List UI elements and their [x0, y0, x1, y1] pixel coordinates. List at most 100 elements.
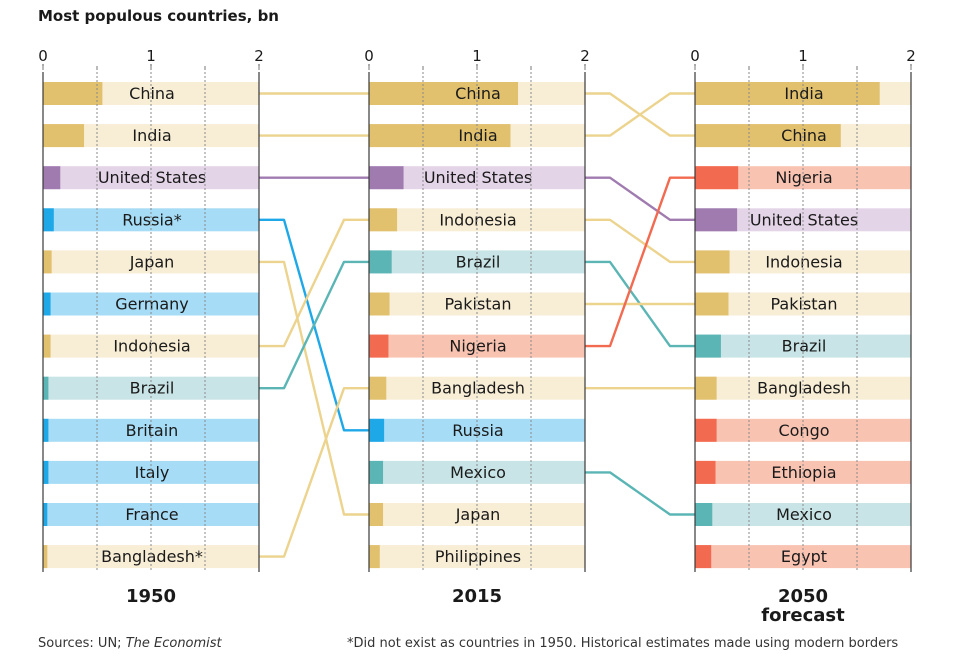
country-label-france: France — [125, 505, 178, 524]
connection-indonesia — [585, 218, 695, 264]
panel-sublabel: forecast — [761, 605, 845, 626]
country-label-indonesia: Indonesia — [113, 337, 190, 356]
connection-mexico — [585, 471, 695, 516]
bar-brazil — [43, 376, 49, 400]
bar-nigeria — [695, 166, 739, 190]
x-tick-label: 2 — [254, 47, 264, 65]
bar-india — [369, 124, 511, 148]
country-label-russia: Russia — [452, 421, 503, 440]
country-label-india: India — [784, 84, 823, 103]
bar-china — [369, 82, 519, 105]
bar-russia — [43, 208, 54, 232]
connection-brazil — [259, 260, 369, 390]
panel-2015: 0 1 2 China India United States Indonesia Brazi… — [364, 47, 590, 607]
country-label-japan: Japan — [455, 505, 501, 524]
bar-bangladesh — [695, 376, 717, 400]
x-tick-label: 1 — [798, 47, 808, 65]
bar-united-states — [695, 208, 738, 232]
bar-italy — [43, 460, 49, 484]
bar-india — [43, 124, 85, 148]
bar-united-states — [369, 166, 404, 190]
connection-indonesia — [259, 218, 369, 348]
country-label-mexico: Mexico — [450, 463, 506, 482]
country-label-mexico: Mexico — [776, 505, 832, 524]
bar-china — [695, 124, 841, 148]
bar-ethiopia — [695, 460, 716, 484]
bar-china — [43, 82, 103, 105]
country-label-nigeria: Nigeria — [775, 168, 832, 187]
x-tick-label: 0 — [690, 47, 700, 65]
country-label-indonesia: Indonesia — [439, 210, 516, 229]
country-label-egypt: Egypt — [781, 547, 827, 566]
connection-japan — [259, 260, 369, 516]
bar-bangladesh — [369, 376, 387, 400]
bar-russia — [369, 418, 385, 442]
bar-indonesia — [695, 250, 730, 274]
country-label-britain: Britain — [126, 421, 179, 440]
bar-indonesia — [369, 208, 398, 232]
sources-prefix: Sources: UN; — [38, 636, 126, 651]
bar-nigeria — [369, 334, 389, 358]
country-label-italy: Italy — [135, 463, 170, 482]
bar-india — [695, 82, 880, 105]
country-label-bangladesh: Bangladesh* — [101, 547, 203, 566]
country-label-pakistan: Pakistan — [445, 295, 512, 314]
sources-note: Sources: UN; The Economist — [38, 636, 222, 651]
bar-pakistan — [695, 292, 729, 316]
country-label-china: China — [129, 84, 175, 103]
country-label-india: India — [458, 126, 497, 145]
country-label-united-states: United States — [424, 168, 532, 187]
country-label-india: India — [132, 126, 171, 145]
bar-united-states — [43, 166, 61, 190]
x-tick-label: 1 — [146, 47, 156, 65]
footnote: *Did not exist as countries in 1950. His… — [347, 636, 899, 651]
connection-bangladesh — [259, 387, 369, 558]
country-label-pakistan: Pakistan — [771, 295, 838, 314]
country-label-brazil: Brazil — [782, 337, 827, 356]
bar-mexico — [369, 460, 384, 484]
bar-france — [43, 503, 48, 526]
bar-brazil — [369, 250, 392, 274]
country-label-bangladesh: Bangladesh — [431, 379, 525, 398]
connection-lines — [259, 92, 695, 558]
chart-title: Most populous countries, bn — [38, 7, 279, 25]
bar-philippines — [369, 545, 380, 569]
panel-2050: 0 1 2 India China Nigeria United States Indones… — [690, 47, 916, 626]
bar-germany — [43, 292, 51, 316]
country-label-china: China — [455, 84, 501, 103]
country-label-germany: Germany — [115, 295, 189, 314]
country-label-brazil: Brazil — [456, 252, 501, 271]
bar-mexico — [695, 503, 713, 526]
country-label-brazil: Brazil — [130, 379, 175, 398]
panel-year-label: 1950 — [126, 586, 176, 607]
panel-year-label: 2050 — [778, 586, 828, 607]
country-label-bangladesh: Bangladesh — [757, 379, 851, 398]
x-tick-label: 0 — [38, 47, 48, 65]
bar-congo — [695, 418, 717, 442]
sources-publication: The Economist — [125, 636, 222, 651]
x-tick-label: 0 — [364, 47, 374, 65]
bar-brazil — [695, 334, 721, 358]
bar-britain — [43, 418, 49, 442]
country-label-united-states: United States — [750, 210, 858, 229]
connection-united-states — [585, 176, 695, 222]
country-label-congo: Congo — [778, 421, 829, 440]
bar-egypt — [695, 545, 712, 569]
country-label-philippines: Philippines — [435, 547, 521, 566]
connection-nigeria — [585, 176, 695, 348]
connection-india — [585, 92, 695, 137]
panel-year-label: 2015 — [452, 586, 502, 607]
bar-bangladesh — [43, 545, 48, 569]
bar-japan — [369, 503, 384, 526]
x-tick-label: 2 — [580, 47, 590, 65]
x-tick-label: 1 — [472, 47, 482, 65]
x-tick-label: 2 — [906, 47, 916, 65]
country-label-indonesia: Indonesia — [765, 252, 842, 271]
country-label-ethiopia: Ethiopia — [771, 463, 836, 482]
bar-japan — [43, 250, 52, 274]
country-label-nigeria: Nigeria — [449, 337, 506, 356]
bar-pakistan — [369, 292, 390, 316]
bar-indonesia — [43, 334, 51, 358]
